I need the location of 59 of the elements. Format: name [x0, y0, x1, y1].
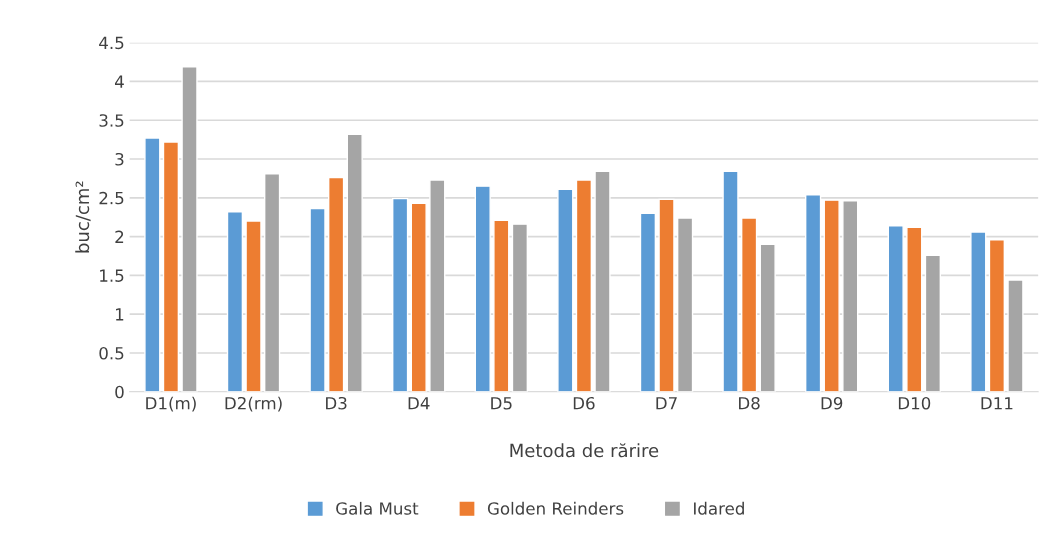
bar — [328, 176, 345, 392]
y-tick-label: 4.5 — [99, 36, 124, 50]
x-tick-label: D4 — [408, 397, 430, 410]
bar — [410, 202, 427, 392]
bar — [658, 198, 675, 392]
bar — [970, 231, 987, 392]
bar — [759, 243, 776, 392]
bar — [740, 217, 758, 392]
y-tick-label: 1 — [116, 308, 124, 321]
y-tick-label: 2.5 — [99, 191, 124, 205]
x-tick-label: D2(rm) — [225, 396, 282, 412]
bar — [594, 170, 611, 392]
y-axis-title: buc/cm² — [75, 181, 91, 253]
y-tick-label: 1.5 — [100, 269, 124, 282]
bar — [181, 65, 198, 392]
x-tick-label: D11 — [981, 397, 1013, 410]
bar — [162, 141, 180, 392]
bar — [392, 197, 409, 392]
bar — [906, 226, 923, 392]
x-tick-label: D7 — [656, 397, 677, 410]
x-tick-label: D1(m) — [146, 396, 196, 412]
bar — [346, 133, 363, 392]
x-tick-label: D6 — [573, 396, 595, 410]
bar — [1007, 279, 1024, 392]
bar — [676, 217, 694, 392]
y-tick-label: 0 — [115, 385, 124, 399]
x-tick-label: D5 — [491, 397, 512, 410]
bar — [924, 254, 942, 392]
bar — [722, 170, 739, 392]
bar — [988, 239, 1006, 392]
bar — [639, 212, 657, 392]
bar — [887, 225, 904, 392]
bar — [575, 179, 593, 392]
bar — [429, 179, 446, 392]
y-tick-label: 2 — [115, 230, 124, 243]
legend-label: Gala Must — [336, 501, 419, 515]
x-tick-label: D3 — [326, 396, 347, 410]
bar — [511, 223, 529, 392]
y-tick-label: 3.5 — [99, 114, 124, 127]
x-tick-label: D8 — [739, 396, 760, 410]
x-tick-label: D9 — [821, 396, 843, 410]
legend-label: Golden Reinders — [487, 501, 624, 515]
bar — [263, 173, 281, 392]
y-tick-label: 3 — [115, 152, 124, 166]
x-tick-label: D10 — [898, 396, 931, 410]
bar — [804, 194, 822, 392]
y-tick-label: 4 — [114, 75, 124, 88]
bar — [823, 199, 840, 392]
bar — [245, 220, 262, 392]
y-tick-label: 0.5 — [99, 346, 124, 360]
bar — [557, 188, 574, 392]
bar — [309, 207, 326, 392]
bar — [493, 219, 510, 392]
bar — [842, 200, 859, 392]
bar — [474, 185, 491, 392]
bar — [144, 137, 161, 392]
x-axis-title: Metoda de rărire — [510, 443, 659, 458]
legend-label: Idared — [694, 501, 744, 515]
bar — [226, 211, 244, 392]
